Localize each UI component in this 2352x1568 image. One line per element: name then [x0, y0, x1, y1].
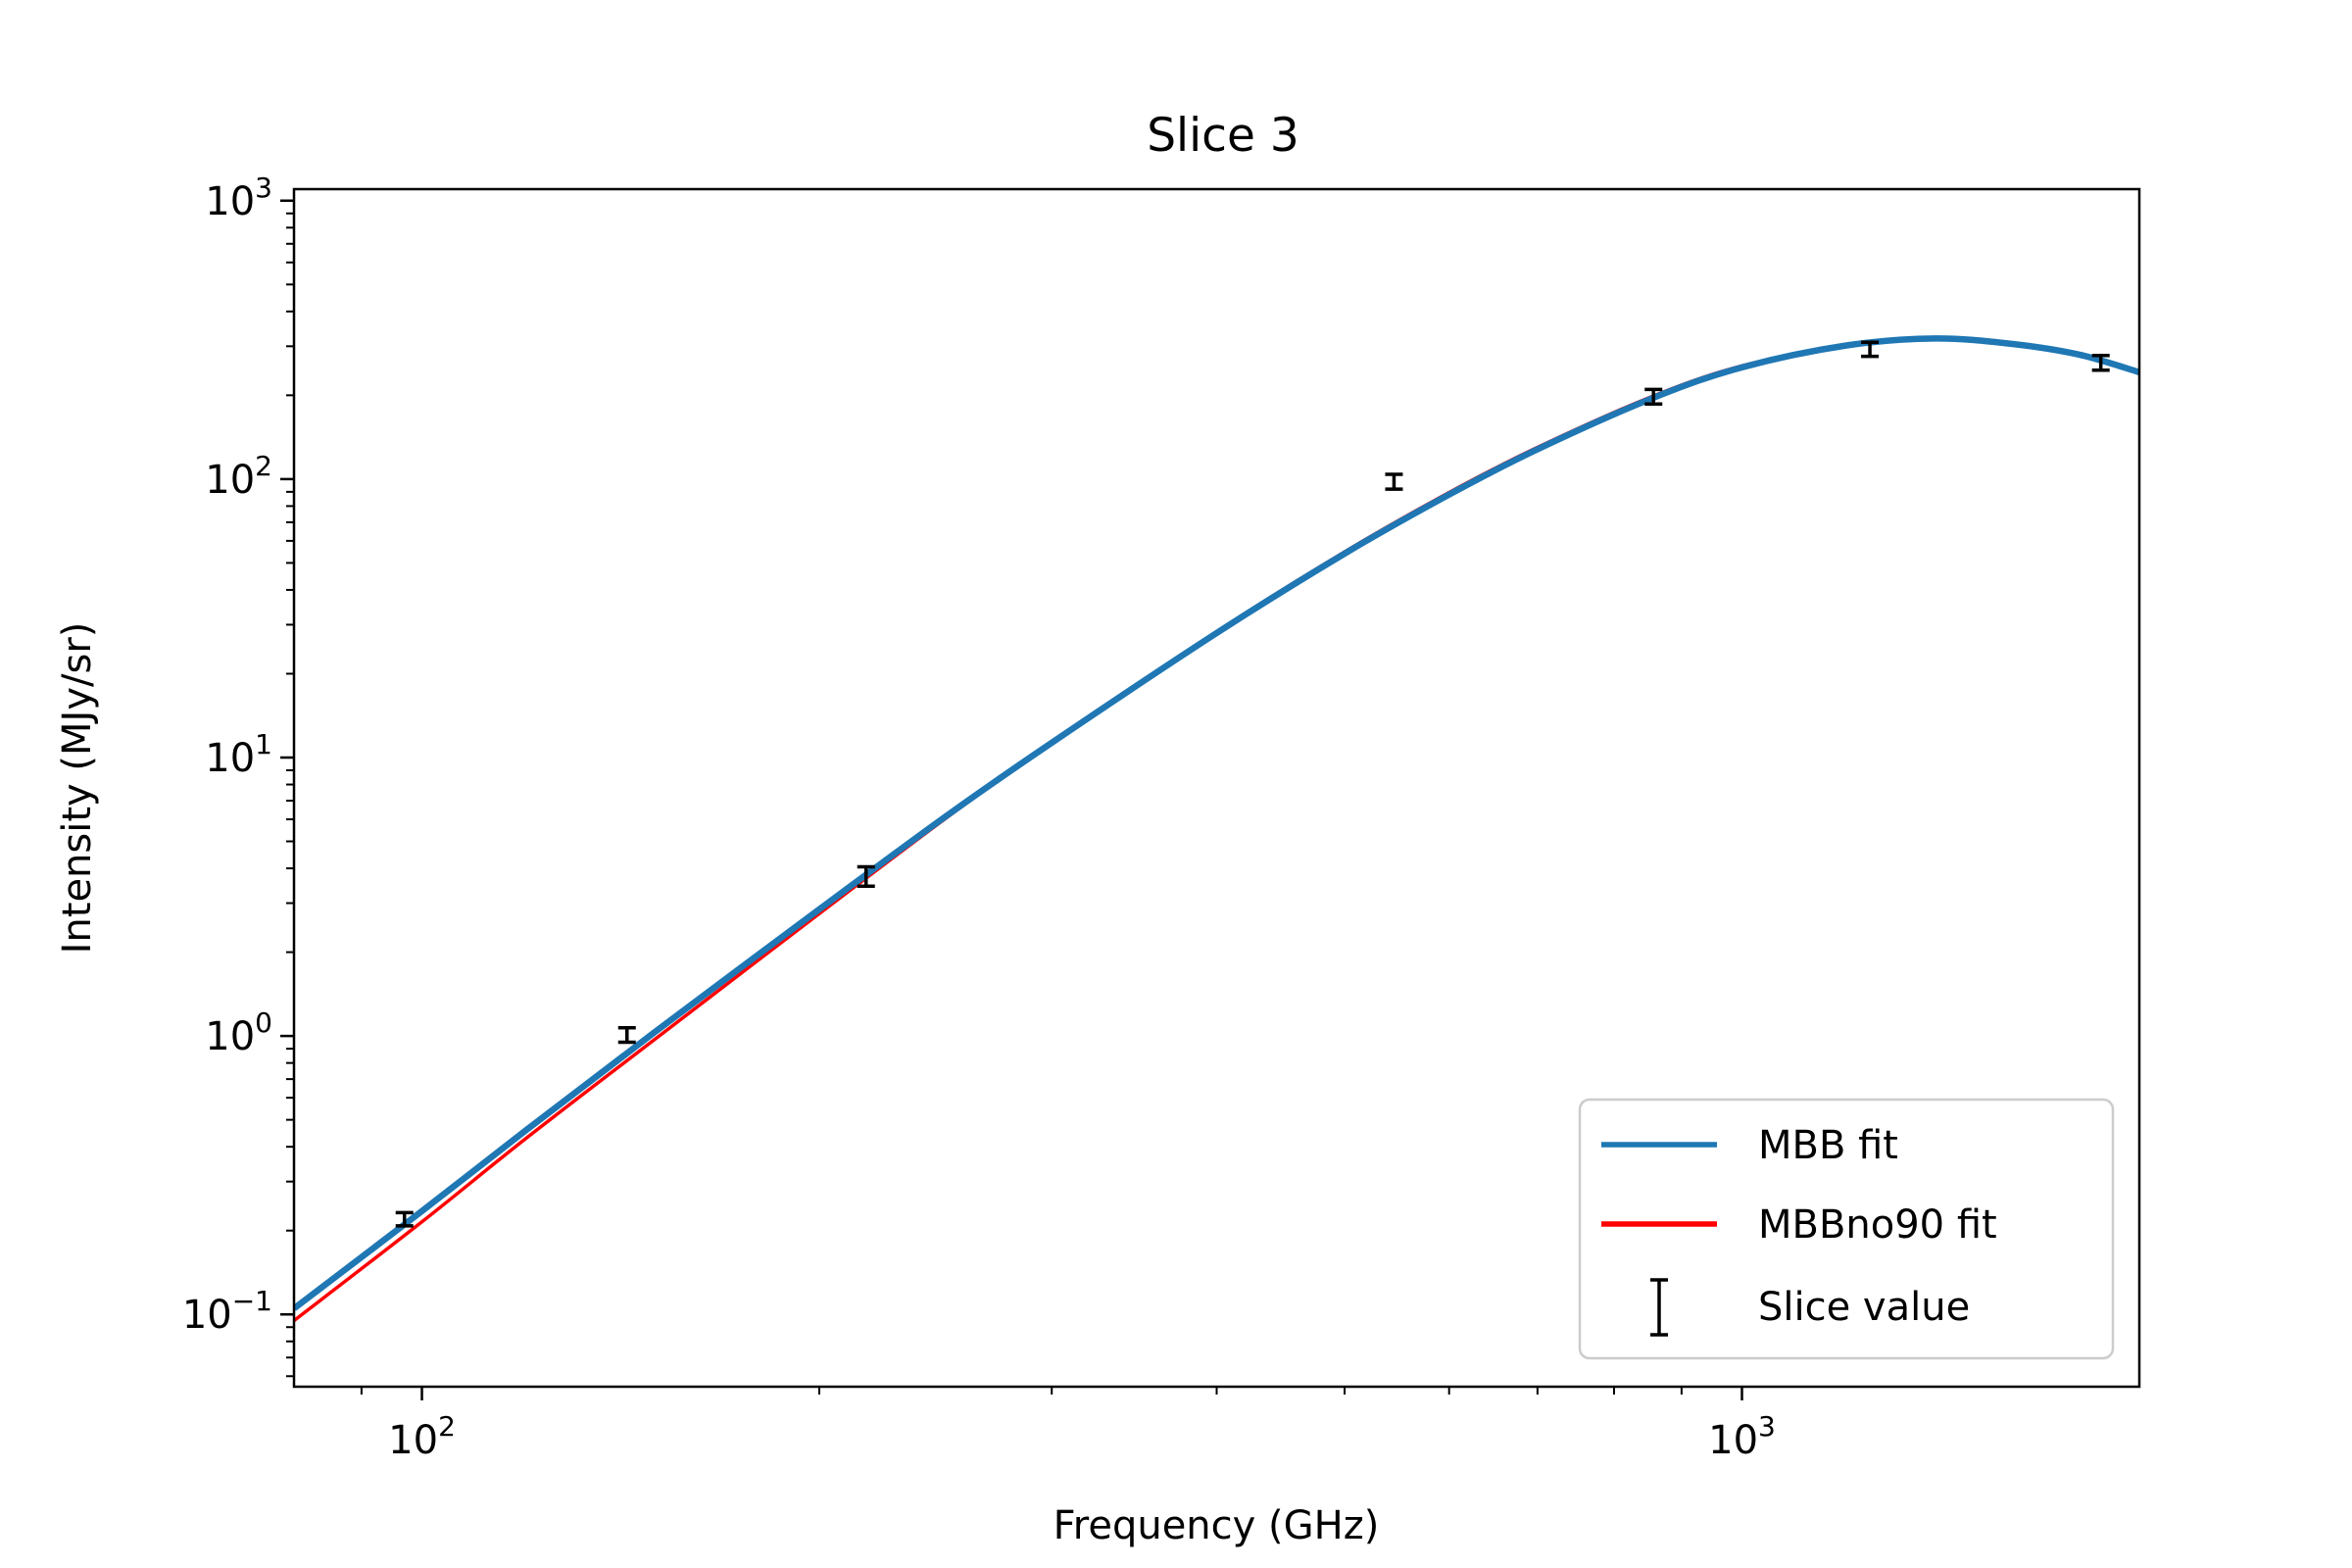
legend-label-mbb-fit: MBB fit [1758, 1123, 1898, 1168]
legend: MBB fit MBBno90 fit Slice value [1578, 1098, 2115, 1360]
errorbar-layer [395, 340, 2110, 1228]
error-bar [1644, 387, 1663, 407]
legend-label-slice-value: Slice value [1758, 1285, 1970, 1330]
y-axis-label: Intensity (MJy/sr) [55, 622, 100, 955]
x-axis-label: Frequency (GHz) [1054, 1503, 1380, 1548]
legend-swatch-slice-value [1650, 1278, 1668, 1337]
y-tick-label: 102 [205, 450, 272, 503]
error-bar [1861, 340, 1880, 359]
plot-frame [292, 187, 2141, 1389]
error-bar [857, 864, 875, 889]
y-tick-label: 103 [205, 172, 272, 224]
error-bar [617, 1026, 636, 1045]
error-bar [2091, 353, 2110, 372]
x-tick-label: 102 [388, 1410, 456, 1463]
error-bar [1385, 472, 1403, 491]
major-ticks: 102 103 10−1 100 101 102 103 [182, 172, 1776, 1463]
y-tick-label: 100 [205, 1006, 272, 1059]
y-tick-label: 101 [205, 728, 272, 781]
legend-box [1578, 1098, 2115, 1360]
x-tick-label: 103 [1708, 1410, 1776, 1463]
series-line-mbb-fit [294, 335, 2139, 1311]
chart-title: Slice 3 [1147, 109, 1299, 163]
legend-label-mbbno90-fit: MBBno90 fit [1758, 1202, 1997, 1248]
series-layer [294, 335, 2139, 1322]
y-tick-label: 10−1 [182, 1285, 272, 1338]
minor-ticks [286, 212, 1683, 1395]
error-bar [395, 1210, 414, 1228]
